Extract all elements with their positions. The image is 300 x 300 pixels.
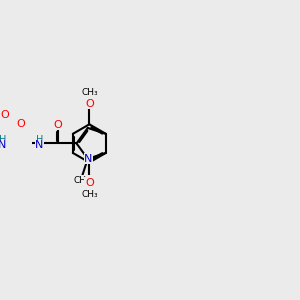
Text: N: N xyxy=(0,140,7,150)
Text: N: N xyxy=(84,154,92,164)
Text: H: H xyxy=(0,135,6,145)
Text: O: O xyxy=(85,99,94,109)
Text: O: O xyxy=(85,178,94,188)
Text: N: N xyxy=(35,140,44,150)
Text: O: O xyxy=(1,110,9,120)
Text: CH₃: CH₃ xyxy=(81,88,98,97)
Text: O: O xyxy=(54,120,62,130)
Text: CH₃: CH₃ xyxy=(74,176,90,185)
Text: CH₃: CH₃ xyxy=(81,190,98,199)
Text: O: O xyxy=(16,119,25,129)
Text: H: H xyxy=(36,135,43,145)
